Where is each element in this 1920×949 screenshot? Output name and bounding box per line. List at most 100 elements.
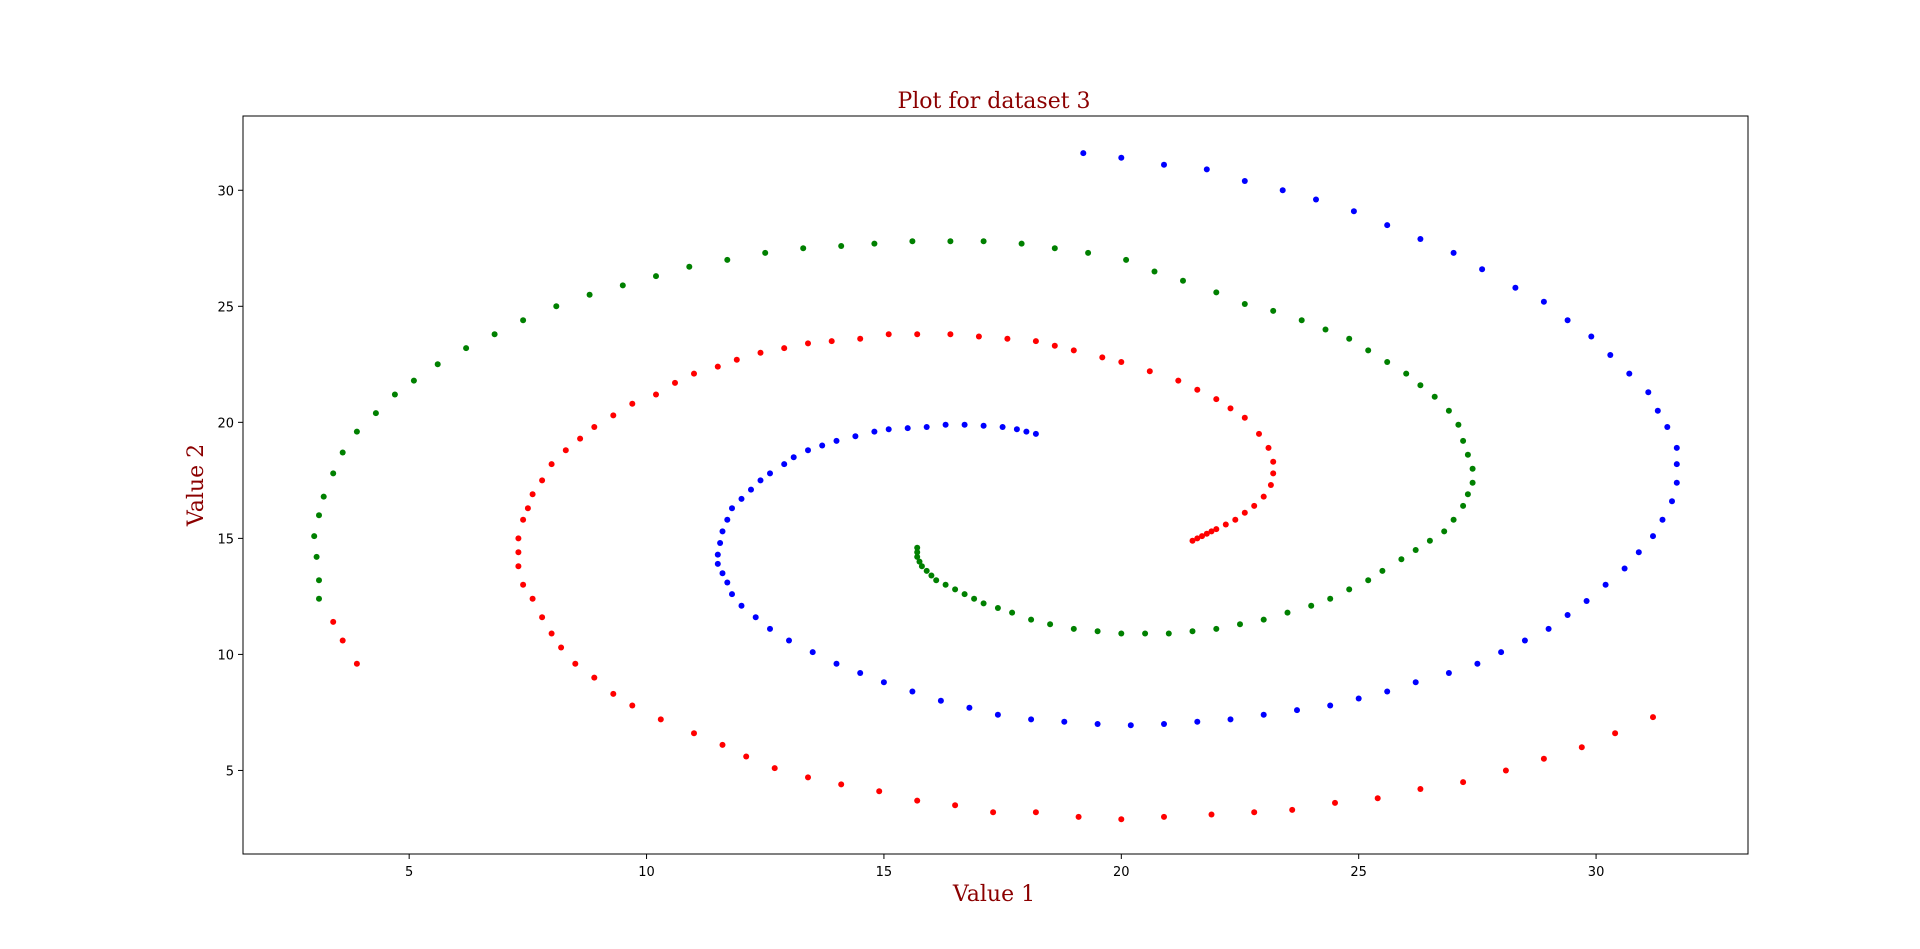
data-point-series-3-52 xyxy=(1327,702,1334,709)
data-point-series-2-53 xyxy=(1298,317,1305,324)
data-point-series-3-40 xyxy=(937,697,944,704)
data-point-series-3-15 xyxy=(805,447,811,454)
data-point-series-3-27 xyxy=(714,560,721,567)
data-point-series-1-76 xyxy=(1032,809,1039,816)
data-point-series-1-56 xyxy=(520,581,527,588)
data-point-series-2-13 xyxy=(980,600,987,607)
data-point-series-1-35 xyxy=(805,340,811,347)
data-point-series-1-57 xyxy=(529,595,536,602)
data-point-series-3-86 xyxy=(1313,196,1319,203)
data-point-series-1-50 xyxy=(529,491,536,498)
x-tick-label: 20 xyxy=(1113,865,1130,880)
data-point-series-2-24 xyxy=(1213,625,1220,632)
data-point-series-2-15 xyxy=(1009,609,1016,616)
data-point-series-3-88 xyxy=(1241,178,1248,184)
data-point-series-3-12 xyxy=(852,433,859,440)
data-point-series-1-89 xyxy=(1578,744,1585,751)
data-point-series-3-36 xyxy=(833,660,840,667)
data-point-series-2-47 xyxy=(1417,382,1424,389)
data-point-series-2-21 xyxy=(1142,630,1149,637)
data-point-series-1-47 xyxy=(562,447,569,454)
data-point-series-2-46 xyxy=(1431,393,1438,400)
data-point-series-3-26 xyxy=(714,551,721,558)
data-point-series-2-76 xyxy=(520,317,527,324)
data-point-series-3-67 xyxy=(1659,516,1666,523)
data-point-series-3-49 xyxy=(1227,716,1234,723)
data-point-series-2-18 xyxy=(1070,625,1077,632)
data-point-series-2-64 xyxy=(947,238,954,245)
data-point-series-2-61 xyxy=(1051,245,1058,252)
data-point-series-1-18 xyxy=(1227,405,1234,412)
data-point-series-1-11 xyxy=(1260,493,1267,500)
data-point-series-1-48 xyxy=(548,461,555,468)
data-point-series-3-38 xyxy=(880,679,887,686)
data-point-series-2-59 xyxy=(1123,256,1130,263)
data-point-series-2-11 xyxy=(961,591,968,598)
data-point-series-3-17 xyxy=(781,461,788,468)
data-point-series-1-1 xyxy=(1189,537,1196,544)
data-point-series-3-70 xyxy=(1673,461,1680,468)
data-point-series-1-49 xyxy=(539,477,546,484)
data-point-series-1-5 xyxy=(1208,528,1215,535)
data-point-series-3-42 xyxy=(994,711,1001,718)
data-point-series-1-65 xyxy=(657,716,664,723)
data-point-series-3-59 xyxy=(1521,637,1528,644)
data-point-series-3-19 xyxy=(757,477,764,484)
data-point-series-2-56 xyxy=(1213,289,1220,296)
data-point-series-2-3 xyxy=(914,553,921,560)
data-point-series-3-56 xyxy=(1445,670,1452,676)
data-point-series-1-37 xyxy=(757,349,764,356)
data-point-series-2-43 xyxy=(1460,437,1467,444)
data-point-series-3-78 xyxy=(1564,317,1571,324)
data-point-series-1-85 xyxy=(1417,786,1424,792)
data-point-series-3-24 xyxy=(719,528,726,535)
data-point-series-3-84 xyxy=(1384,222,1391,229)
x-tick-label: 10 xyxy=(638,865,655,880)
data-point-series-1-91 xyxy=(1650,714,1656,721)
y-tick-label: 10 xyxy=(217,648,234,663)
data-point-series-2-34 xyxy=(1412,547,1419,553)
data-point-series-2-63 xyxy=(980,238,987,245)
data-point-series-1-92 xyxy=(353,660,360,667)
data-point-series-1-23 xyxy=(1118,359,1125,365)
data-point-series-3-89 xyxy=(1203,166,1210,173)
data-point-series-2-48 xyxy=(1403,370,1410,377)
data-point-series-2-10 xyxy=(952,586,959,593)
data-point-series-3-76 xyxy=(1607,352,1614,358)
data-point-series-1-75 xyxy=(990,809,997,816)
data-point-series-1-34 xyxy=(828,338,835,345)
data-point-series-1-10 xyxy=(1251,502,1258,509)
data-point-series-1-60 xyxy=(558,644,565,651)
data-point-series-1-79 xyxy=(1161,813,1167,820)
data-point-series-2-19 xyxy=(1094,628,1101,635)
data-point-series-3-30 xyxy=(729,591,735,598)
data-point-series-3-64 xyxy=(1621,565,1628,572)
data-point-series-1-28 xyxy=(1004,335,1011,342)
y-tick-label: 25 xyxy=(217,300,234,315)
data-point-series-2-6 xyxy=(923,567,930,574)
y-tick-label: 20 xyxy=(217,416,234,431)
data-point-series-1-74 xyxy=(952,802,959,809)
y-tick-label: 15 xyxy=(217,532,234,547)
data-point-series-1-7 xyxy=(1222,521,1229,528)
data-point-series-2-39 xyxy=(1464,491,1471,498)
data-point-series-3-20 xyxy=(748,486,754,493)
data-point-series-2-7 xyxy=(928,572,935,579)
data-point-series-2-82 xyxy=(372,410,379,417)
data-point-series-3-47 xyxy=(1161,721,1167,727)
data-point-series-3-92 xyxy=(1080,150,1087,157)
data-point-series-2-4 xyxy=(916,558,923,565)
data-point-series-2-84 xyxy=(339,449,346,456)
data-point-series-1-17 xyxy=(1241,414,1248,421)
data-point-series-3-79 xyxy=(1540,298,1547,305)
data-point-series-3-23 xyxy=(724,516,731,523)
data-point-series-2-30 xyxy=(1346,586,1353,593)
data-point-series-2-22 xyxy=(1165,630,1172,637)
data-point-series-2-65 xyxy=(909,238,916,245)
x-tick-label: 25 xyxy=(1350,865,1367,880)
data-point-series-2-83 xyxy=(353,428,360,435)
x-tick-label: 15 xyxy=(876,865,893,880)
data-point-series-3-87 xyxy=(1279,187,1286,194)
data-point-series-3-34 xyxy=(786,637,792,644)
data-point-series-1-61 xyxy=(572,660,579,667)
